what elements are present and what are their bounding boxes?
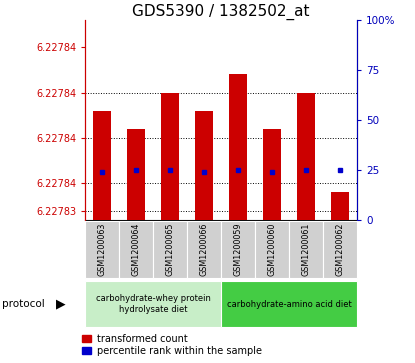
Text: ▶: ▶ — [56, 298, 66, 310]
Bar — [153, 221, 187, 278]
Text: carbohydrate-amino acid diet: carbohydrate-amino acid diet — [227, 299, 352, 309]
Text: GSM1200062: GSM1200062 — [335, 223, 344, 276]
Bar — [297, 93, 315, 220]
Bar — [221, 221, 255, 278]
Text: GSM1200059: GSM1200059 — [234, 223, 242, 276]
Bar — [93, 111, 111, 220]
Text: GSM1200064: GSM1200064 — [132, 223, 141, 276]
Bar — [255, 221, 289, 278]
Text: GSM1200061: GSM1200061 — [301, 223, 310, 276]
Bar — [187, 221, 221, 278]
Bar — [229, 74, 247, 220]
Text: GSM1200063: GSM1200063 — [98, 223, 107, 276]
Bar — [85, 221, 119, 278]
Bar — [127, 129, 145, 220]
Title: GDS5390 / 1382502_at: GDS5390 / 1382502_at — [132, 4, 310, 20]
Bar — [221, 281, 357, 327]
Text: GSM1200066: GSM1200066 — [200, 223, 208, 276]
Bar — [323, 221, 357, 278]
Legend: transformed count, percentile rank within the sample: transformed count, percentile rank withi… — [82, 334, 262, 356]
Text: GSM1200060: GSM1200060 — [267, 223, 276, 276]
Text: carbohydrate-whey protein
hydrolysate diet: carbohydrate-whey protein hydrolysate di… — [95, 294, 210, 314]
Text: GSM1200065: GSM1200065 — [166, 223, 175, 276]
Bar — [195, 111, 213, 220]
Bar — [331, 192, 349, 220]
Text: protocol: protocol — [2, 299, 45, 309]
Bar — [263, 129, 281, 220]
Bar — [161, 93, 179, 220]
Bar — [119, 221, 153, 278]
Bar — [289, 221, 323, 278]
Bar — [85, 281, 221, 327]
